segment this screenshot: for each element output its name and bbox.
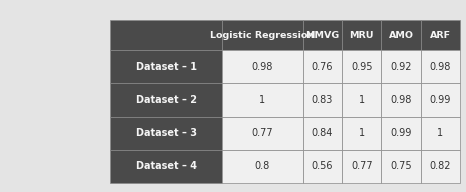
Bar [421, 117, 460, 150]
Bar [342, 20, 382, 50]
Bar [421, 20, 460, 50]
Text: 0.83: 0.83 [312, 95, 333, 105]
Text: MMVG: MMVG [305, 31, 340, 40]
Text: 0.84: 0.84 [312, 128, 333, 138]
Text: Dataset – 1: Dataset – 1 [136, 62, 197, 72]
Text: Dataset – 2: Dataset – 2 [136, 95, 197, 105]
Text: AMO: AMO [389, 31, 414, 40]
Bar [303, 150, 342, 183]
Text: 0.77: 0.77 [351, 161, 373, 171]
Text: 1: 1 [260, 95, 266, 105]
Bar [110, 50, 222, 83]
Text: 0.82: 0.82 [430, 161, 451, 171]
Text: 0.76: 0.76 [312, 62, 333, 72]
Bar [222, 150, 303, 183]
Bar [110, 83, 222, 117]
Bar [110, 117, 222, 150]
Text: 0.98: 0.98 [252, 62, 273, 72]
Bar [222, 50, 303, 83]
Text: 1: 1 [359, 95, 365, 105]
Text: Logistic Regression: Logistic Regression [210, 31, 315, 40]
Text: 1: 1 [437, 128, 444, 138]
Text: 0.99: 0.99 [430, 95, 451, 105]
Bar [421, 50, 460, 83]
Text: 0.99: 0.99 [391, 128, 412, 138]
Bar [110, 20, 222, 50]
Bar [382, 50, 421, 83]
Bar [303, 83, 342, 117]
Bar [421, 150, 460, 183]
Bar [382, 83, 421, 117]
Text: 0.77: 0.77 [252, 128, 273, 138]
Text: Dataset – 4: Dataset – 4 [136, 161, 197, 171]
Bar [382, 150, 421, 183]
Text: 0.92: 0.92 [391, 62, 412, 72]
Text: 1: 1 [359, 128, 365, 138]
Bar [342, 50, 382, 83]
Text: 0.75: 0.75 [391, 161, 412, 171]
Bar [222, 20, 303, 50]
Text: 0.98: 0.98 [430, 62, 451, 72]
Text: 0.95: 0.95 [351, 62, 373, 72]
Bar [382, 20, 421, 50]
Text: 0.8: 0.8 [255, 161, 270, 171]
Text: 0.56: 0.56 [312, 161, 333, 171]
Bar [342, 83, 382, 117]
Bar [222, 83, 303, 117]
Text: MRU: MRU [350, 31, 374, 40]
Bar [342, 150, 382, 183]
Text: ARF: ARF [430, 31, 451, 40]
Text: Dataset – 3: Dataset – 3 [136, 128, 197, 138]
Bar [110, 150, 222, 183]
Text: 0.98: 0.98 [391, 95, 412, 105]
Bar [421, 83, 460, 117]
Bar [342, 117, 382, 150]
Bar [303, 117, 342, 150]
Bar [382, 117, 421, 150]
Bar [303, 50, 342, 83]
Bar [222, 117, 303, 150]
Bar [303, 20, 342, 50]
